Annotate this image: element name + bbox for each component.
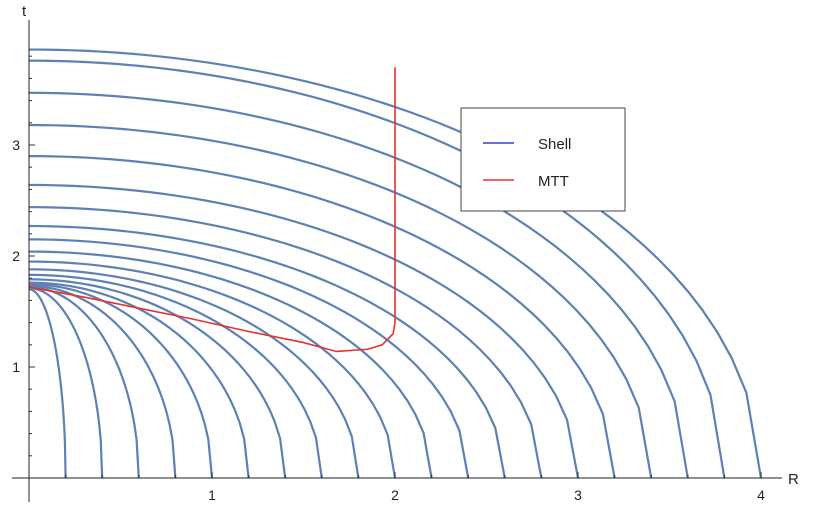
shell-curve-0 bbox=[28, 288, 67, 479]
shell-curve-17 bbox=[28, 91, 689, 479]
shell-curve-14 bbox=[28, 183, 580, 479]
shell-curve-11 bbox=[28, 238, 470, 479]
x-axis-label: R bbox=[788, 471, 799, 488]
shell-curve-7 bbox=[28, 273, 323, 479]
legend-box bbox=[460, 107, 626, 212]
shell-curve-9 bbox=[28, 260, 397, 479]
shell-curve-1 bbox=[28, 287, 104, 479]
mtt-curve bbox=[28, 67, 396, 353]
shell-curve-15 bbox=[28, 155, 616, 479]
y-tick-label-0: 1 bbox=[12, 359, 20, 375]
shell-curve-4 bbox=[28, 283, 214, 479]
legend: Shell MTT bbox=[460, 107, 626, 212]
shell-curve-8 bbox=[28, 268, 360, 479]
shell-curve-10 bbox=[28, 250, 433, 479]
legend-label-mtt: MTT bbox=[538, 173, 569, 190]
y-tick-label-2: 3 bbox=[12, 137, 20, 153]
mtt-line bbox=[28, 67, 396, 353]
shell-curve-16 bbox=[28, 123, 653, 479]
shell-curve-6 bbox=[28, 278, 287, 479]
shell-curve-13 bbox=[28, 206, 543, 479]
y-axis-label: t bbox=[22, 3, 27, 20]
shell-curves bbox=[28, 48, 763, 479]
y-tick-label-1: 2 bbox=[12, 248, 20, 264]
ticks: 1 2 3 4 1 2 3 bbox=[12, 55, 765, 503]
shell-curve-2 bbox=[28, 285, 140, 479]
x-tick-label-0: 1 bbox=[208, 487, 216, 503]
shell-curve-5 bbox=[28, 281, 250, 479]
x-tick-label-3: 4 bbox=[757, 487, 765, 503]
shell-curve-3 bbox=[28, 284, 177, 479]
x-tick-label-2: 3 bbox=[574, 487, 582, 503]
x-tick-label-1: 2 bbox=[391, 487, 399, 503]
shell-curve-12 bbox=[28, 224, 506, 479]
shell-curve-18 bbox=[28, 59, 726, 479]
legend-label-shell: Shell bbox=[538, 136, 571, 153]
